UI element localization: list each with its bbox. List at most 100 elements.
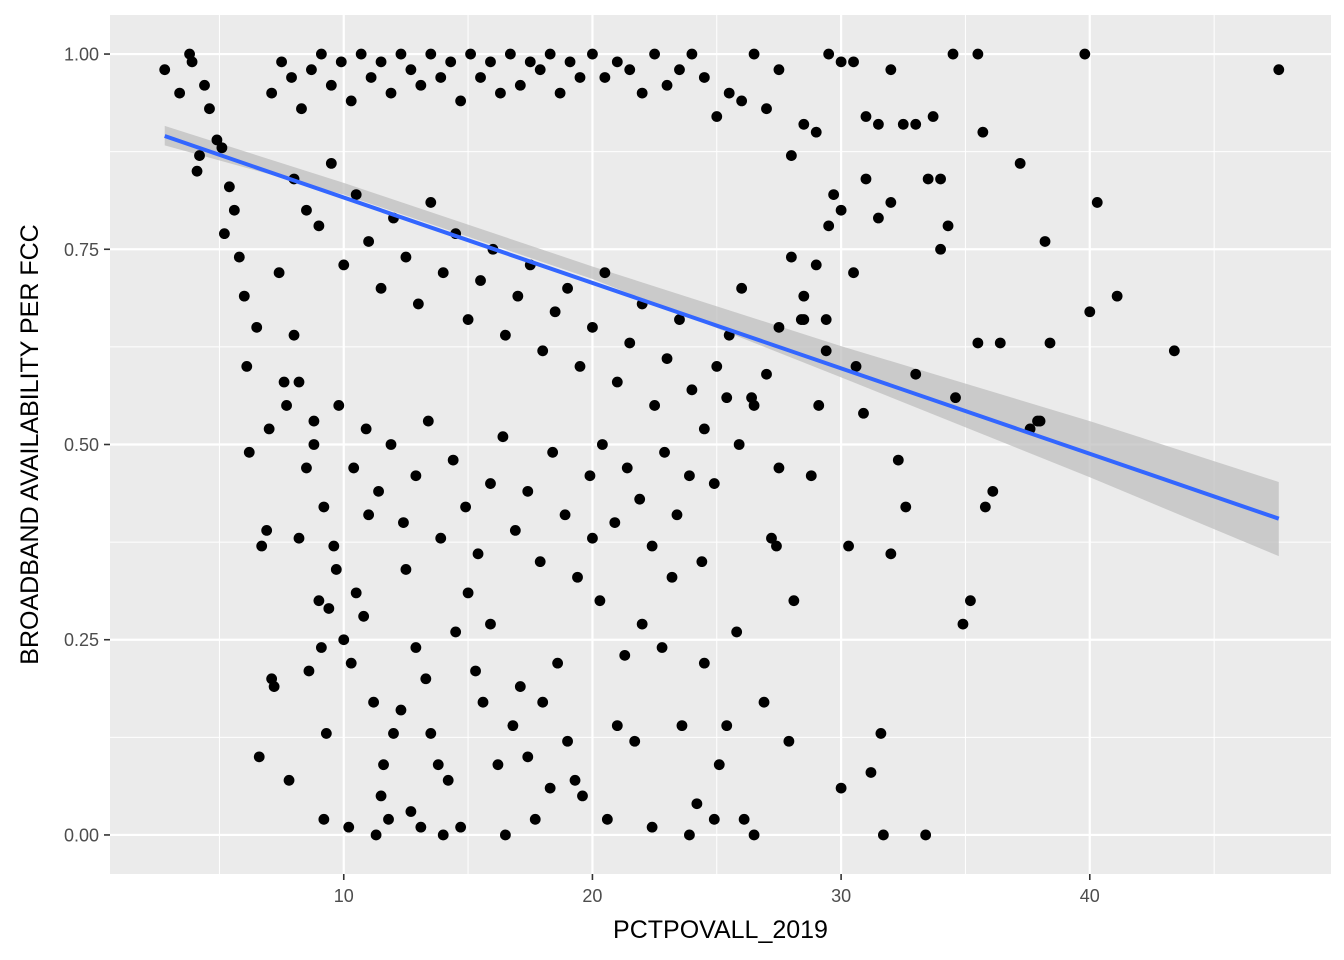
x-tick-label: 40 <box>1080 886 1100 906</box>
data-point <box>922 173 934 185</box>
data-point <box>649 48 661 60</box>
data-point <box>698 423 710 435</box>
data-point <box>636 87 648 99</box>
data-point <box>537 345 549 357</box>
data-point <box>256 540 268 552</box>
data-point <box>460 501 472 513</box>
data-point <box>228 204 240 216</box>
data-point <box>848 267 859 279</box>
data-point <box>649 400 661 411</box>
data-point <box>395 704 407 716</box>
data-point <box>897 118 909 130</box>
data-point <box>860 173 872 185</box>
data-point <box>676 720 688 732</box>
data-point <box>843 540 854 552</box>
data-point <box>355 48 367 60</box>
data-point <box>276 56 287 68</box>
data-point <box>547 446 559 458</box>
data-point <box>696 556 708 568</box>
data-point <box>661 353 673 364</box>
data-point <box>348 462 360 474</box>
data-point <box>375 790 387 802</box>
data-point <box>415 821 427 833</box>
data-point <box>684 829 695 841</box>
data-point <box>1273 64 1285 76</box>
data-point <box>191 165 203 177</box>
data-point <box>544 48 556 60</box>
data-point <box>746 392 757 404</box>
data-point <box>296 103 307 115</box>
data-point <box>773 321 785 333</box>
data-point <box>368 696 379 708</box>
data-point <box>544 782 556 794</box>
data-point <box>375 282 387 294</box>
data-point <box>766 532 777 544</box>
data-point <box>534 556 546 568</box>
data-point <box>935 173 946 185</box>
data-point <box>504 48 516 60</box>
data-point <box>286 72 297 83</box>
data-point <box>328 540 340 552</box>
data-point <box>554 87 566 99</box>
data-point <box>636 618 648 630</box>
data-point <box>935 243 946 255</box>
data-point <box>437 267 449 279</box>
data-point <box>594 595 606 607</box>
y-tick-label: 0.25 <box>64 630 99 650</box>
data-point <box>972 337 984 349</box>
data-point <box>400 251 412 263</box>
data-point <box>1168 345 1180 357</box>
data-point <box>947 48 959 60</box>
data-point <box>360 423 372 435</box>
data-point <box>330 564 342 575</box>
y-tick-label: 0.00 <box>64 825 99 845</box>
data-point <box>713 759 725 771</box>
x-axis-title: PCTPOVALL_2019 <box>613 916 828 944</box>
y-axis-title: BROADBAND AVAILABILITY PER FCC <box>16 224 44 664</box>
data-point <box>927 111 939 122</box>
data-point <box>820 345 832 357</box>
data-point <box>477 696 489 708</box>
data-point <box>199 79 210 91</box>
data-point <box>1034 415 1046 427</box>
data-point <box>204 103 215 115</box>
data-point <box>524 56 536 68</box>
y-tick-label: 0.75 <box>64 240 99 260</box>
data-point <box>315 48 327 60</box>
data-point <box>572 571 583 583</box>
data-point <box>370 829 382 841</box>
data-point <box>708 478 720 489</box>
data-point <box>977 126 989 138</box>
data-point <box>509 525 521 536</box>
data-point <box>514 79 526 91</box>
data-point <box>253 751 265 763</box>
data-point <box>318 813 330 825</box>
data-point <box>835 782 847 794</box>
data-point <box>723 87 735 99</box>
y-tick-label: 0.50 <box>64 435 99 455</box>
data-point <box>293 376 305 388</box>
data-point <box>512 290 524 302</box>
data-point <box>761 368 772 380</box>
data-point <box>758 696 770 708</box>
data-point <box>885 64 897 76</box>
data-point <box>338 634 350 646</box>
data-point <box>333 400 345 411</box>
data-point <box>378 759 389 771</box>
data-point <box>873 118 884 130</box>
data-point <box>435 532 447 544</box>
data-point <box>485 56 496 68</box>
data-point <box>810 126 822 138</box>
data-point <box>301 462 312 474</box>
data-point <box>773 462 785 474</box>
data-point <box>437 829 449 841</box>
data-point <box>771 540 782 552</box>
data-point <box>865 767 877 778</box>
data-point <box>835 56 847 68</box>
data-point <box>345 657 357 669</box>
data-point <box>261 525 273 536</box>
data-point <box>674 314 685 325</box>
data-point <box>599 267 611 279</box>
data-point <box>350 587 362 599</box>
data-point <box>174 87 186 99</box>
